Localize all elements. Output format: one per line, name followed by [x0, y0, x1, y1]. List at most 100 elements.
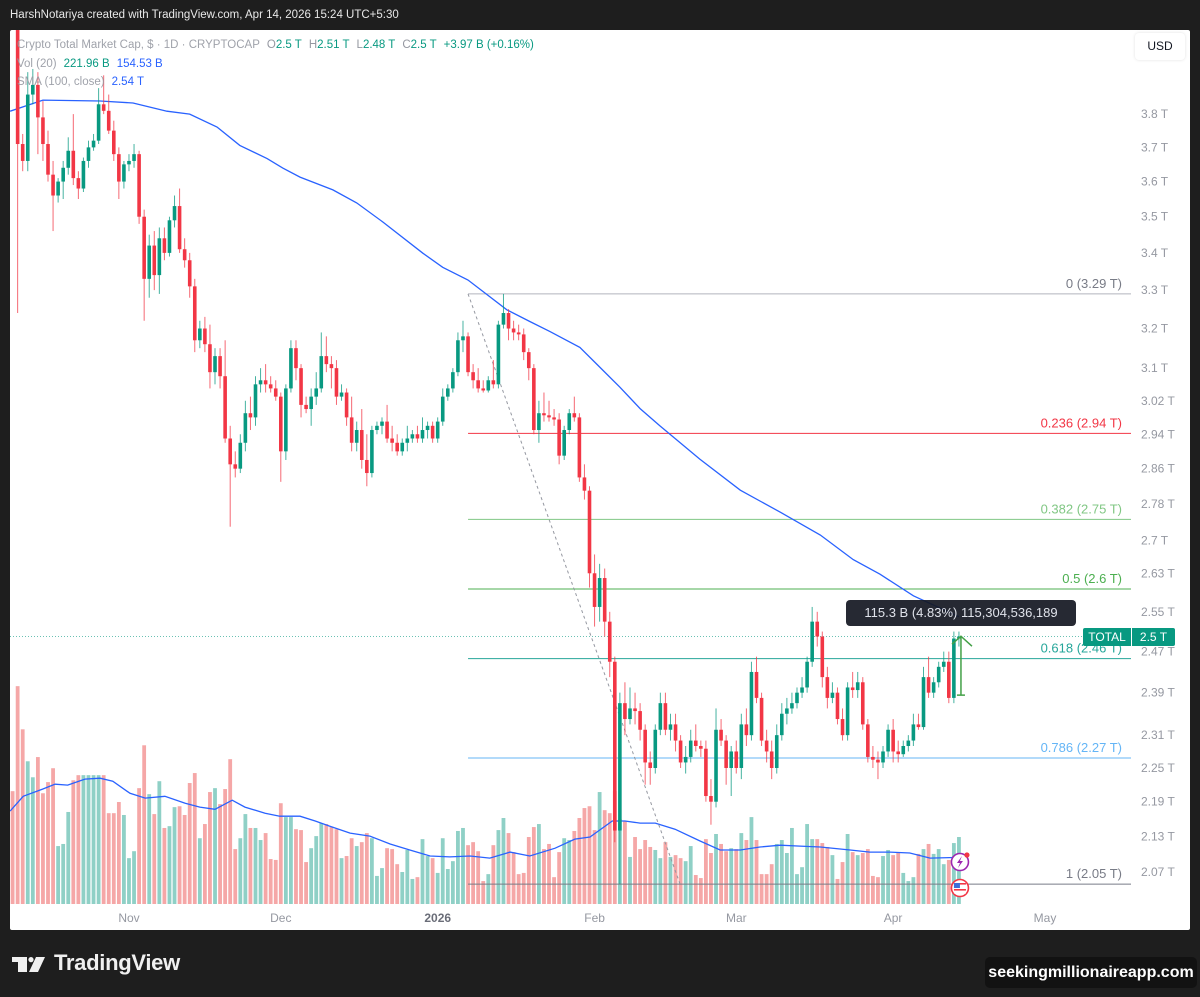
fib-trend-line[interactable] [467, 293, 681, 885]
time-axis[interactable]: Nov Dec 2026 Feb Mar Apr May [118, 911, 1056, 925]
candle [390, 425, 394, 452]
volume-bar [779, 840, 784, 904]
volume-bar [911, 877, 916, 904]
candle-body [425, 425, 430, 431]
volume-bar [946, 859, 951, 904]
candle-body [699, 746, 703, 749]
candle [709, 779, 713, 825]
candle-body [476, 380, 480, 389]
volume-bar [612, 791, 617, 904]
volume-bar [223, 789, 228, 904]
candle-body [850, 687, 855, 691]
candle [582, 464, 587, 500]
volume-bar [592, 830, 597, 904]
last-price-badge: TOTAL 2.5 T [1083, 628, 1175, 646]
volume-bar [542, 849, 546, 904]
candle-body [385, 421, 389, 439]
candle-body [572, 413, 577, 418]
candle [192, 278, 197, 353]
candle [375, 421, 379, 435]
volume-bar [795, 874, 799, 904]
candle-body [101, 104, 106, 111]
candle-body [162, 238, 167, 253]
candle-body [365, 459, 369, 474]
volume-bar [719, 843, 723, 904]
candle [501, 293, 506, 329]
candle [461, 320, 465, 353]
legend-sma-row[interactable]: SMA (100, close) 2.54 T [17, 73, 541, 92]
candle-body [415, 434, 420, 439]
candle [547, 400, 551, 422]
chart-plot-area[interactable] [10, 30, 1131, 905]
volume-bar [891, 855, 896, 904]
candle-body [820, 636, 825, 678]
symbol-title[interactable]: Crypto Total Market Cap, $ · 1D · CRYPTO… [17, 39, 260, 51]
lightning-event-icon[interactable] [950, 852, 970, 872]
candle [81, 157, 86, 193]
candle-body [299, 368, 303, 405]
volume-bar [526, 837, 531, 904]
volume-bar [101, 775, 106, 904]
candle [764, 729, 769, 763]
price-axis[interactable]: 3.8 T 3.7 T 3.6 T 3.5 T 3.4 T 3.3 T 3.2 T 3.1 T… [1141, 107, 1175, 879]
volume-bar [658, 858, 663, 904]
candle [415, 425, 420, 443]
currency-button[interactable]: USD [1135, 33, 1185, 60]
candle-body [132, 154, 136, 161]
candle [866, 719, 870, 763]
candle [385, 404, 389, 443]
fib-level-label: 0.786 (2.27 T) [1041, 740, 1122, 755]
candle-body [228, 438, 232, 465]
candle-body [881, 751, 885, 763]
candle [294, 340, 298, 381]
candle [577, 413, 582, 482]
candle [334, 360, 339, 405]
candle [860, 677, 865, 730]
legend-symbol-row[interactable]: Crypto Total Market Cap, $ · 1D · CRYPTO… [17, 36, 541, 55]
volume-bar [800, 867, 804, 904]
candle [602, 568, 607, 637]
candle [228, 425, 232, 527]
candle-body [127, 160, 131, 165]
volume-bar [400, 872, 405, 904]
sma-indicator-title[interactable]: SMA (100, close) [17, 76, 105, 88]
us-flag-event-icon[interactable] [950, 878, 970, 898]
volume-bar [582, 808, 587, 904]
candle-body [51, 174, 55, 196]
candle-body [25, 94, 30, 161]
candle-body [891, 729, 895, 752]
volume-indicator-title[interactable]: Vol (20) [17, 57, 57, 70]
candle [597, 563, 602, 622]
candle [785, 697, 789, 725]
candle [15, 30, 20, 314]
candle [633, 692, 637, 725]
volume-bar [496, 830, 501, 904]
volume-bar [142, 745, 147, 904]
volume-bar [445, 869, 450, 904]
candle-body [532, 368, 536, 431]
candle-body [542, 413, 546, 416]
volume-bar [486, 874, 491, 904]
candle [587, 486, 592, 588]
candle-body [633, 708, 637, 712]
candle-body [693, 740, 698, 746]
candle [471, 364, 475, 389]
candle [638, 703, 642, 741]
candle-body [683, 756, 688, 763]
legend-volume-row[interactable]: Vol (20) 221.96 B 154.53 B [17, 55, 541, 74]
fib-retracement-drawing[interactable] [467, 293, 1131, 885]
candle-body [253, 384, 258, 418]
volume-bar [405, 849, 410, 904]
candle [456, 332, 460, 377]
volume-bar [790, 827, 794, 904]
volume-bar [724, 851, 729, 904]
candle-body [263, 380, 268, 385]
candle [537, 400, 541, 443]
tradingview-logo[interactable]: TradingView [12, 950, 180, 976]
candle [304, 396, 308, 414]
volume-bar [764, 874, 769, 904]
candle [643, 724, 647, 785]
volume-bar [693, 875, 698, 904]
candle [86, 140, 91, 168]
